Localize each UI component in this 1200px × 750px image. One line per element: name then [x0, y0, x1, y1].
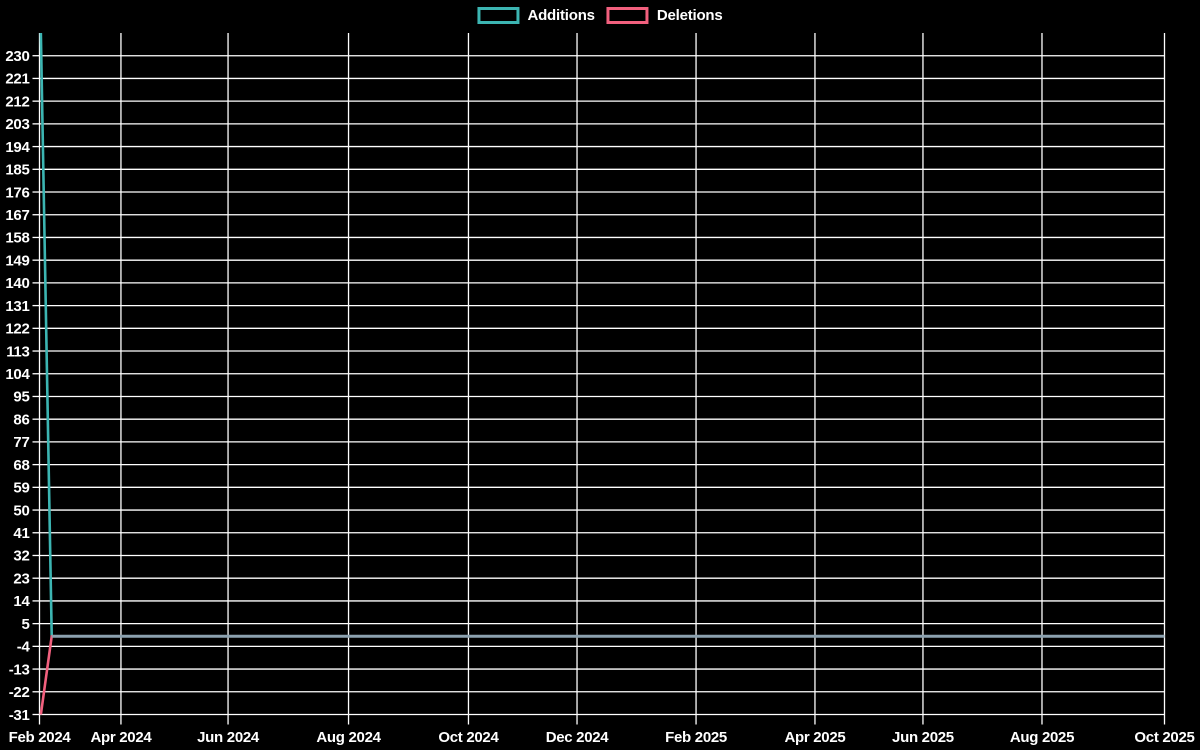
svg-text:212: 212: [5, 93, 29, 110]
legend-item-deletions[interactable]: Deletions: [606, 7, 723, 24]
y-axis-labels: 230 221 212 203 194 185 176 167 158 149 140 131 122 1…: [5, 48, 30, 724]
svg-text:Jun 2024: Jun 2024: [197, 729, 260, 746]
svg-text:230: 230: [5, 48, 29, 65]
svg-text:-22: -22: [9, 684, 30, 701]
svg-text:77: 77: [13, 434, 29, 451]
svg-text:140: 140: [5, 275, 29, 292]
svg-text:86: 86: [13, 411, 29, 428]
legend-swatch-additions: [477, 7, 520, 24]
svg-text:Feb 2025: Feb 2025: [665, 729, 727, 746]
svg-text:-13: -13: [9, 661, 30, 678]
svg-text:Jun 2025: Jun 2025: [892, 729, 954, 746]
svg-text:185: 185: [5, 162, 29, 179]
svg-text:149: 149: [5, 252, 29, 269]
svg-text:131: 131: [5, 298, 29, 315]
svg-text:95: 95: [13, 389, 29, 406]
chart-legend: Additions Deletions: [477, 7, 723, 24]
svg-text:32: 32: [13, 548, 29, 565]
svg-text:Aug 2025: Aug 2025: [1010, 729, 1074, 746]
svg-text:113: 113: [6, 343, 29, 360]
svg-text:158: 158: [5, 230, 29, 247]
svg-text:Apr 2025: Apr 2025: [784, 729, 845, 746]
svg-text:59: 59: [13, 480, 29, 497]
svg-text:Dec 2024: Dec 2024: [546, 729, 610, 746]
svg-text:-4: -4: [17, 639, 31, 656]
x-axis-labels: Feb 2024 Apr 2024 Jun 2024 Aug 2024 Oct 2024…: [9, 729, 1195, 746]
svg-text:Feb 2024: Feb 2024: [9, 729, 72, 746]
legend-item-additions[interactable]: Additions: [477, 7, 595, 24]
svg-text:104: 104: [5, 366, 30, 383]
legend-label-deletions: Deletions: [656, 7, 723, 24]
svg-text:Oct 2024: Oct 2024: [438, 729, 499, 746]
svg-text:68: 68: [13, 457, 29, 474]
svg-text:Apr 2024: Apr 2024: [90, 729, 152, 746]
svg-text:167: 167: [5, 207, 29, 224]
svg-text:50: 50: [13, 502, 29, 519]
svg-text:Aug 2024: Aug 2024: [316, 729, 381, 746]
legend-label-additions: Additions: [527, 7, 595, 24]
svg-text:5: 5: [21, 616, 29, 633]
svg-text:14: 14: [13, 593, 30, 610]
series-line-deletions[interactable]: [39, 634, 1165, 715]
svg-text:23: 23: [13, 570, 29, 587]
svg-text:203: 203: [5, 116, 29, 133]
horizontal-gridlines: [32, 55, 1165, 716]
svg-text:Oct 2025: Oct 2025: [1134, 729, 1194, 746]
svg-text:176: 176: [5, 184, 29, 201]
svg-text:122: 122: [5, 321, 29, 338]
legend-swatch-deletions: [606, 7, 649, 24]
svg-text:194: 194: [5, 139, 30, 156]
svg-text:41: 41: [13, 525, 29, 542]
svg-text:221: 221: [5, 71, 29, 88]
svg-text:-31: -31: [9, 707, 30, 724]
vertical-gridlines: [38, 33, 1166, 725]
